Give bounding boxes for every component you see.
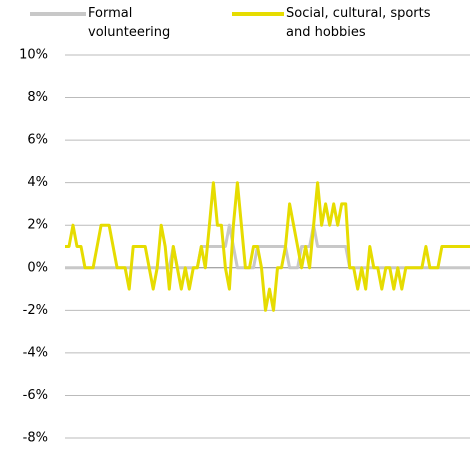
legend-swatch bbox=[30, 12, 86, 16]
line bbox=[65, 181, 470, 312]
y-tick-label: 6% bbox=[27, 133, 48, 148]
legend-label: Formal volunteering bbox=[88, 6, 171, 40]
y-tick-label: -8% bbox=[23, 431, 48, 446]
y-tick-label: -6% bbox=[23, 388, 48, 403]
y-tick-label: -4% bbox=[23, 345, 48, 360]
legend-swatch bbox=[232, 12, 284, 16]
y-tick-label: 4% bbox=[27, 175, 48, 190]
y-tick-label: 8% bbox=[27, 90, 48, 105]
y-tick-label: 10% bbox=[19, 48, 48, 63]
y-tick-label: 2% bbox=[27, 218, 48, 233]
y-tick-label: -2% bbox=[23, 303, 48, 318]
legend-label: Social, cultural, sports and hobbies bbox=[286, 6, 431, 40]
line bbox=[65, 223, 470, 270]
y-tick-label: 0% bbox=[27, 260, 48, 275]
